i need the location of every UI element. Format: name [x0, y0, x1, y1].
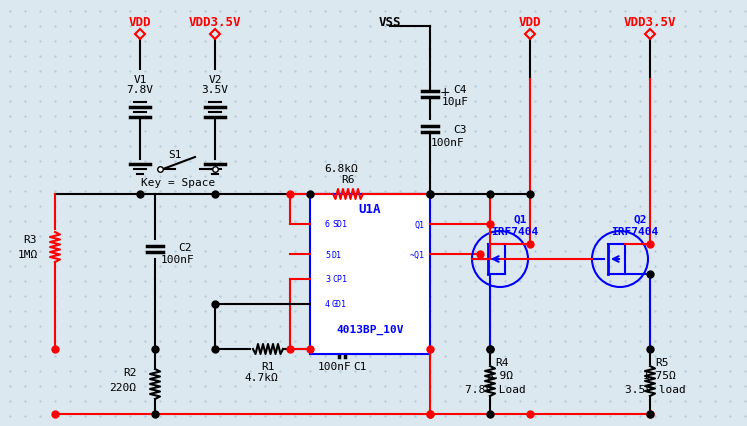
- Text: GD1: GD1: [332, 300, 347, 309]
- Text: 3: 3: [325, 275, 330, 284]
- Text: VSS: VSS: [379, 15, 401, 29]
- Text: Key = Space: Key = Space: [141, 178, 215, 187]
- Text: R5: R5: [655, 357, 669, 367]
- Text: 7.8V: 7.8V: [126, 85, 153, 95]
- Text: R3: R3: [23, 234, 37, 245]
- Text: S1: S1: [168, 150, 182, 160]
- Text: Q2: Q2: [633, 215, 647, 225]
- Text: VDD3.5V: VDD3.5V: [189, 15, 241, 29]
- Text: 3.5V: 3.5V: [202, 85, 229, 95]
- Text: IRF7404: IRF7404: [492, 227, 539, 236]
- Text: 220Ω: 220Ω: [110, 382, 137, 392]
- Text: 4: 4: [325, 300, 330, 309]
- Text: R6: R6: [341, 175, 355, 184]
- Text: V1: V1: [133, 75, 146, 85]
- Text: 4013BP_10V: 4013BP_10V: [336, 324, 403, 334]
- Text: U1A: U1A: [359, 203, 381, 216]
- Text: CP1: CP1: [332, 275, 347, 284]
- Text: 1.75Ω: 1.75Ω: [643, 370, 677, 380]
- Text: D1: D1: [332, 250, 342, 259]
- Text: 5: 5: [325, 250, 330, 259]
- Text: R4: R4: [495, 357, 509, 367]
- Text: V2: V2: [208, 75, 222, 85]
- Text: +: +: [440, 85, 450, 98]
- Text: 3.9Ω: 3.9Ω: [486, 370, 513, 380]
- Text: 6.8kΩ: 6.8kΩ: [324, 164, 358, 173]
- Text: 100nF: 100nF: [318, 361, 352, 371]
- Text: VDD: VDD: [518, 15, 542, 29]
- Text: 1MΩ: 1MΩ: [18, 249, 38, 259]
- Text: 100nF: 100nF: [431, 138, 465, 148]
- Text: 100nF: 100nF: [161, 254, 195, 265]
- Text: IRF7404: IRF7404: [611, 227, 659, 236]
- Text: C4: C4: [453, 85, 467, 95]
- Text: 3.5V load: 3.5V load: [624, 384, 686, 394]
- Text: Q1: Q1: [513, 215, 527, 225]
- Text: ~Q1: ~Q1: [410, 250, 425, 259]
- Text: 10μF: 10μF: [441, 97, 468, 107]
- Bar: [310, 195, 430, 354]
- Text: VDD: VDD: [128, 15, 151, 29]
- Text: R2: R2: [123, 367, 137, 377]
- Text: R1: R1: [261, 361, 275, 371]
- Text: C3: C3: [453, 125, 467, 135]
- Text: Q1: Q1: [415, 220, 425, 229]
- Text: 7.8V Load: 7.8V Load: [465, 384, 525, 394]
- Text: 6: 6: [325, 220, 330, 229]
- Text: 4.7kΩ: 4.7kΩ: [244, 372, 278, 382]
- Text: SD1: SD1: [332, 220, 347, 229]
- Text: C1: C1: [353, 361, 367, 371]
- Text: C2: C2: [179, 242, 192, 253]
- Text: VDD3.5V: VDD3.5V: [624, 15, 676, 29]
